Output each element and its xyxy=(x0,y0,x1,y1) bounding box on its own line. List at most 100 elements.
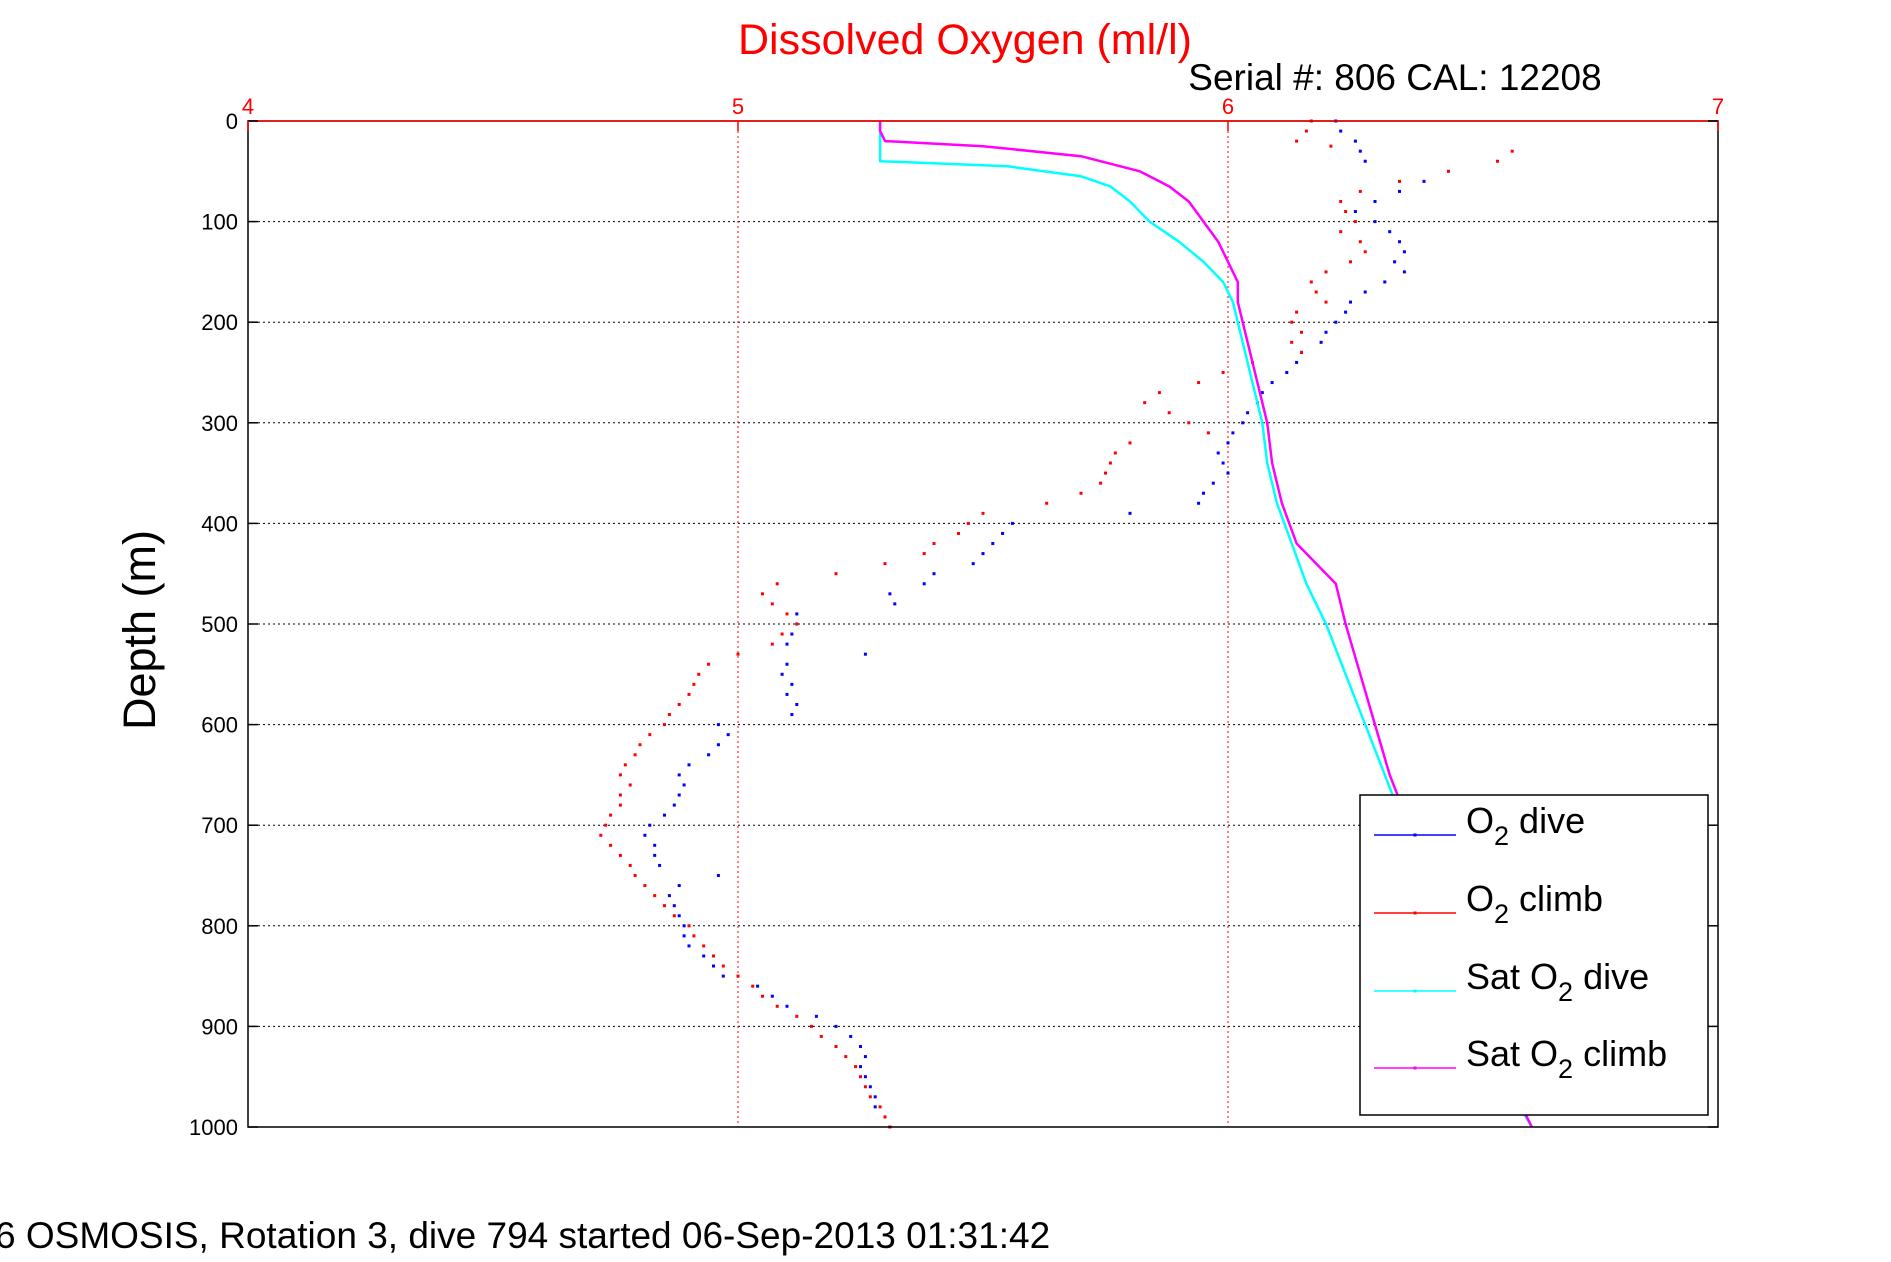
data-point-o2-climb xyxy=(1358,189,1362,193)
legend-marker-o2-climb xyxy=(1413,911,1417,915)
data-point-o2-climb xyxy=(1309,280,1313,284)
y-tick-label: 600 xyxy=(201,713,238,738)
data-point-o2-climb xyxy=(609,813,613,817)
data-point-o2-dive xyxy=(1398,189,1401,193)
series-o2-climb xyxy=(599,119,1514,1129)
data-point-o2-climb xyxy=(1344,210,1348,214)
legend-marker-o2-dive xyxy=(1413,833,1417,837)
data-point-o2-climb xyxy=(775,1004,779,1008)
data-point-o2-dive xyxy=(790,632,794,636)
data-point-o2-dive xyxy=(790,682,794,686)
legend-marker-sat-o2-dive xyxy=(1413,989,1417,993)
data-point-o2-climb xyxy=(1339,199,1343,203)
data-point-o2-climb xyxy=(1079,491,1083,495)
data-point-o2-climb xyxy=(697,672,701,676)
data-point-o2-dive xyxy=(1344,310,1348,314)
data-point-o2-dive xyxy=(721,974,725,978)
data-point-o2-climb xyxy=(663,723,666,727)
data-point-o2-dive xyxy=(1202,491,1205,495)
data-point-o2-dive xyxy=(663,813,666,817)
data-point-o2-dive xyxy=(672,803,676,807)
data-point-o2-climb xyxy=(1167,411,1171,415)
data-point-o2-dive xyxy=(834,1024,838,1028)
data-point-o2-dive xyxy=(672,904,676,908)
data-point-o2-climb xyxy=(712,954,715,958)
data-point-o2-dive xyxy=(677,793,681,797)
data-point-o2-climb xyxy=(883,562,887,566)
data-point-o2-climb xyxy=(1290,340,1294,344)
data-point-o2-dive xyxy=(756,984,760,988)
data-point-o2-climb xyxy=(878,1105,882,1109)
data-point-o2-dive xyxy=(1211,481,1215,485)
data-point-o2-climb xyxy=(1143,401,1147,405)
data-point-o2-dive xyxy=(726,733,730,737)
data-point-o2-dive xyxy=(1226,471,1230,475)
data-point-o2-dive xyxy=(981,552,985,556)
y-tick-label: 100 xyxy=(201,210,238,235)
legend-label-o2-climb: O2 climb xyxy=(1466,878,1603,929)
data-point-o2-dive xyxy=(1241,421,1245,425)
y-tick-label: 200 xyxy=(201,310,238,335)
y-tick-label: 0 xyxy=(226,109,238,134)
data-point-o2-climb xyxy=(1206,431,1210,435)
data-point-o2-climb xyxy=(854,1065,858,1069)
x-tick-label: 6 xyxy=(1222,94,1234,119)
data-point-o2-dive xyxy=(1373,220,1377,224)
data-point-o2-climb xyxy=(1187,421,1191,425)
data-point-o2-climb xyxy=(1358,240,1362,244)
data-point-o2-climb xyxy=(653,894,657,898)
x-tick-label: 5 xyxy=(732,94,744,119)
data-point-o2-climb xyxy=(922,552,926,556)
data-point-o2-climb xyxy=(844,1055,848,1059)
data-point-o2-climb xyxy=(648,733,652,737)
data-point-o2-dive xyxy=(859,1065,862,1069)
data-point-o2-dive xyxy=(1422,179,1426,183)
data-point-o2-dive xyxy=(859,1045,862,1049)
data-point-o2-dive xyxy=(873,1095,877,1099)
data-point-o2-dive xyxy=(780,672,784,676)
data-point-o2-climb xyxy=(1510,149,1514,153)
data-point-o2-climb xyxy=(1295,310,1299,314)
data-point-o2-climb xyxy=(957,531,960,535)
data-point-o2-dive xyxy=(648,823,652,827)
data-point-o2-climb xyxy=(1496,159,1499,163)
data-point-o2-dive xyxy=(707,753,711,757)
data-point-o2-dive xyxy=(1393,260,1397,264)
data-point-o2-climb xyxy=(1324,300,1328,304)
data-point-o2-climb xyxy=(604,823,608,827)
data-point-o2-dive xyxy=(893,602,897,606)
data-point-o2-dive xyxy=(1402,270,1406,274)
data-point-o2-climb xyxy=(618,803,622,807)
data-point-o2-climb xyxy=(1349,260,1352,264)
data-point-o2-dive xyxy=(785,692,789,696)
data-point-o2-dive xyxy=(1334,320,1338,324)
data-point-o2-dive xyxy=(1285,371,1289,374)
data-point-o2-climb xyxy=(667,713,671,717)
data-point-o2-climb xyxy=(628,863,632,867)
data-point-o2-dive xyxy=(785,642,789,646)
data-point-o2-dive xyxy=(770,994,774,998)
data-point-o2-climb xyxy=(1398,179,1401,183)
data-point-o2-dive xyxy=(1358,149,1362,153)
data-point-o2-climb xyxy=(638,743,642,747)
data-point-o2-dive xyxy=(712,964,715,968)
data-point-o2-climb xyxy=(751,984,755,988)
data-point-o2-climb xyxy=(1113,451,1117,455)
data-point-o2-dive xyxy=(1128,511,1132,515)
data-point-o2-climb xyxy=(1108,461,1112,465)
data-point-o2-climb xyxy=(810,1024,813,1028)
data-point-o2-climb xyxy=(770,602,774,606)
data-point-o2-climb xyxy=(819,1034,823,1038)
data-point-o2-climb xyxy=(834,572,838,576)
data-point-o2-climb xyxy=(633,753,637,757)
data-point-o2-dive xyxy=(814,1014,818,1018)
data-point-o2-dive xyxy=(1270,381,1274,385)
data-point-o2-dive xyxy=(1353,210,1357,214)
data-point-o2-climb xyxy=(736,652,740,656)
data-point-o2-dive xyxy=(1353,139,1357,143)
data-point-o2-climb xyxy=(1300,330,1303,334)
y-tick-label: 800 xyxy=(201,914,238,939)
data-point-o2-climb xyxy=(1447,169,1450,173)
data-point-o2-climb xyxy=(618,853,622,857)
